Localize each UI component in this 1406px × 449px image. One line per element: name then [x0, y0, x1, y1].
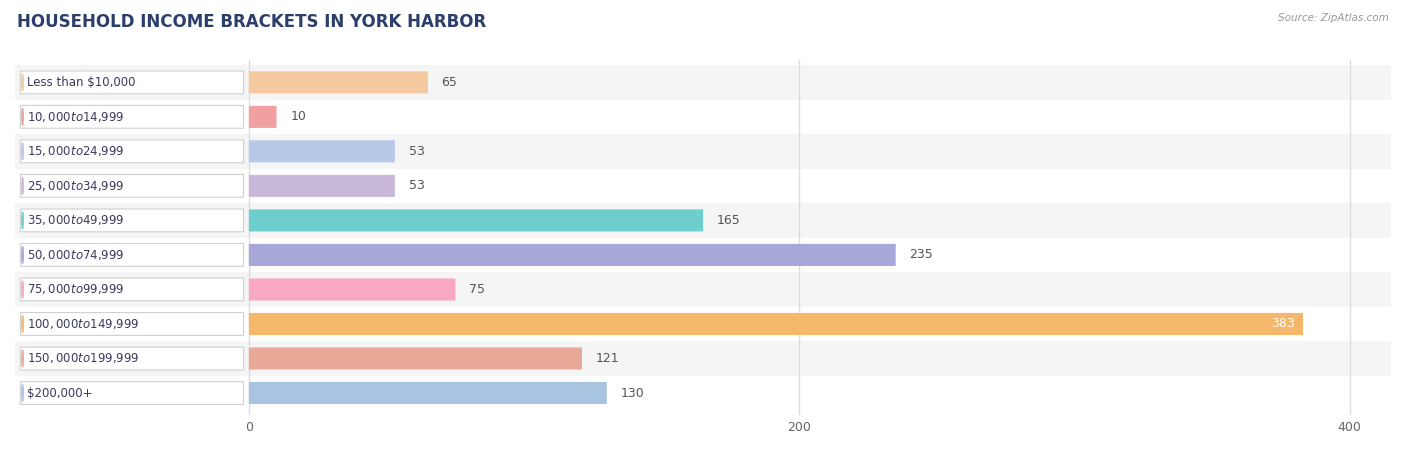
- FancyBboxPatch shape: [21, 140, 243, 163]
- Text: 10: 10: [290, 110, 307, 123]
- Text: $35,000 to $49,999: $35,000 to $49,999: [27, 213, 125, 227]
- Text: 75: 75: [470, 283, 485, 296]
- Text: $10,000 to $14,999: $10,000 to $14,999: [27, 110, 125, 124]
- Bar: [15, 203, 1391, 238]
- Bar: [15, 341, 1391, 376]
- Text: 235: 235: [910, 248, 934, 261]
- FancyBboxPatch shape: [21, 175, 243, 197]
- Bar: [15, 100, 1391, 134]
- Bar: [15, 238, 1391, 272]
- FancyBboxPatch shape: [21, 106, 243, 128]
- Bar: [15, 65, 1391, 100]
- FancyBboxPatch shape: [249, 382, 607, 404]
- Text: Source: ZipAtlas.com: Source: ZipAtlas.com: [1278, 13, 1389, 23]
- FancyBboxPatch shape: [21, 347, 243, 370]
- FancyBboxPatch shape: [249, 209, 703, 231]
- FancyBboxPatch shape: [249, 175, 395, 197]
- FancyBboxPatch shape: [249, 278, 456, 300]
- FancyBboxPatch shape: [21, 209, 243, 232]
- Bar: [15, 272, 1391, 307]
- Text: 65: 65: [441, 76, 457, 89]
- Text: $100,000 to $149,999: $100,000 to $149,999: [27, 317, 139, 331]
- Text: 121: 121: [596, 352, 619, 365]
- FancyBboxPatch shape: [21, 382, 243, 405]
- FancyBboxPatch shape: [249, 141, 395, 163]
- Text: $50,000 to $74,999: $50,000 to $74,999: [27, 248, 125, 262]
- FancyBboxPatch shape: [249, 244, 896, 266]
- FancyBboxPatch shape: [249, 106, 277, 128]
- Bar: [15, 307, 1391, 341]
- Text: 53: 53: [409, 180, 425, 192]
- FancyBboxPatch shape: [249, 348, 582, 370]
- Text: 165: 165: [717, 214, 741, 227]
- Text: Less than $10,000: Less than $10,000: [27, 76, 136, 89]
- Text: HOUSEHOLD INCOME BRACKETS IN YORK HARBOR: HOUSEHOLD INCOME BRACKETS IN YORK HARBOR: [17, 13, 486, 31]
- Text: $200,000+: $200,000+: [27, 387, 93, 400]
- Bar: [15, 169, 1391, 203]
- Text: 130: 130: [620, 387, 644, 400]
- FancyBboxPatch shape: [249, 71, 427, 93]
- Text: $25,000 to $34,999: $25,000 to $34,999: [27, 179, 125, 193]
- Bar: [15, 376, 1391, 410]
- FancyBboxPatch shape: [249, 313, 1303, 335]
- Text: $15,000 to $24,999: $15,000 to $24,999: [27, 145, 125, 158]
- Text: 383: 383: [1271, 317, 1295, 330]
- FancyBboxPatch shape: [21, 278, 243, 301]
- FancyBboxPatch shape: [21, 243, 243, 266]
- Text: $150,000 to $199,999: $150,000 to $199,999: [27, 352, 139, 365]
- FancyBboxPatch shape: [21, 71, 243, 94]
- FancyBboxPatch shape: [21, 313, 243, 335]
- Bar: [15, 134, 1391, 169]
- Text: $75,000 to $99,999: $75,000 to $99,999: [27, 282, 125, 296]
- Text: 53: 53: [409, 145, 425, 158]
